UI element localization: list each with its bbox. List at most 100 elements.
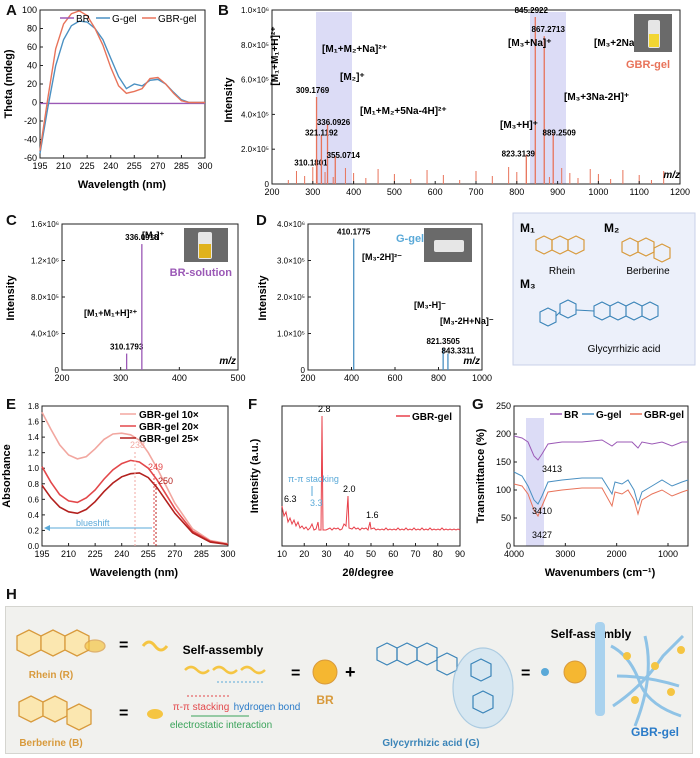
hydrogen-bond-legend: hydrogen bond bbox=[234, 702, 301, 713]
panel-f-chart: 10 20 30 40 50 60 70 80 90 2θ/degree Intensity (… bbox=[249, 404, 465, 579]
legend: GBR-gel 10× GBR-gel 20× GBR-gel 25× bbox=[120, 410, 199, 445]
peak-label-1-6: 1.6 bbox=[366, 510, 379, 520]
x-tick-label: 800 bbox=[431, 373, 446, 383]
axes-frame bbox=[513, 405, 689, 547]
y-tick-label: 150 bbox=[496, 457, 511, 467]
panel-label-h: H bbox=[6, 586, 17, 603]
annotation-m3-2hna: [M₃-2H+Na]⁻ bbox=[440, 316, 494, 326]
y-tick-label: 60 bbox=[27, 42, 37, 52]
fiber bbox=[595, 622, 605, 716]
y-axis-label: Intensity bbox=[5, 275, 17, 321]
panel-d-chart: 0 1.0×10⁵ 2.0×10⁵ 3.0×10⁵ 4.0×10⁶ 200 400 600 80… bbox=[257, 220, 494, 383]
x-tick-label: 3000 bbox=[555, 549, 575, 559]
x-tick-label: 270 bbox=[150, 161, 165, 171]
legend-label: G-gel bbox=[396, 233, 424, 245]
y-tick-label: 0.0 bbox=[28, 542, 40, 551]
x-tick-label: 270 bbox=[167, 549, 182, 559]
x-tick-label: 10 bbox=[277, 549, 287, 559]
rhein-structure bbox=[535, 235, 585, 255]
y-tick-label: 1.6 bbox=[28, 418, 40, 427]
pi-stacking-label: π-π stacking bbox=[288, 474, 339, 484]
legend-label: BR-solution bbox=[170, 267, 233, 279]
br-particle bbox=[312, 659, 338, 685]
legend-gbr-gel: GBR-gel bbox=[412, 412, 452, 423]
panel-label-b: B bbox=[218, 2, 229, 19]
label-m2: M₂ bbox=[604, 221, 619, 235]
y-axis-label: Intensity bbox=[257, 275, 269, 321]
annotation-m2: [M₂]⁺ bbox=[340, 72, 365, 83]
peak-label-3413: 3413 bbox=[542, 464, 562, 474]
y-tick-label: 6.0×10⁵ bbox=[241, 76, 269, 85]
x-tick-label: 400 bbox=[346, 187, 361, 197]
legend-g: G-gel bbox=[596, 410, 622, 421]
y-tick-label: -40 bbox=[24, 135, 37, 145]
peak-label: 410.1775 bbox=[337, 228, 371, 237]
vial-photo bbox=[634, 14, 672, 52]
x-tick-label: 195 bbox=[34, 549, 49, 559]
annotation-m1m1h: [M₁+M₁+H]²⁺ bbox=[270, 26, 281, 85]
x-axis-label: Wavelength (nm) bbox=[78, 179, 167, 191]
x-tick-label: 1100 bbox=[630, 187, 649, 197]
legend-20x: GBR-gel 20× bbox=[139, 422, 199, 433]
x-tick-label: 90 bbox=[455, 549, 465, 559]
gbr-particle bbox=[563, 660, 587, 684]
peak-label: 843.3311 bbox=[441, 347, 474, 356]
x-tick-label: 1200 bbox=[670, 187, 690, 197]
highlight-band-2 bbox=[530, 12, 566, 184]
g-glyph bbox=[541, 668, 549, 676]
y-tick-label: 4.0×10⁵ bbox=[31, 330, 59, 339]
x-axis-label: m/z bbox=[663, 170, 680, 181]
vial-photo bbox=[424, 228, 472, 262]
equals-3: = bbox=[291, 665, 300, 682]
y-tick-label: 0 bbox=[301, 366, 306, 375]
legend-10x: GBR-gel 10× bbox=[139, 410, 199, 421]
y-tick-label: 0 bbox=[265, 180, 270, 189]
glycyrrhizic-structure bbox=[539, 299, 659, 327]
label-m3: M₃ bbox=[520, 277, 536, 291]
x-tick-label: 1000 bbox=[588, 187, 608, 197]
panel-label-f: F bbox=[248, 396, 258, 413]
y-tick-label: 1.0 bbox=[28, 464, 40, 473]
x-tick-label: 500 bbox=[387, 187, 402, 197]
br-label: BR bbox=[316, 693, 334, 707]
y-tick-label: -60 bbox=[24, 153, 37, 163]
x-tick-label: 60 bbox=[388, 549, 398, 559]
x-tick-label: 255 bbox=[141, 549, 156, 559]
y-axis-label: Theta (mdeg) bbox=[3, 49, 15, 118]
y-tick-label: 1.6×10⁶ bbox=[31, 220, 59, 229]
peak-label: 321.1192 bbox=[305, 128, 338, 137]
x-tick-label: 50 bbox=[366, 549, 376, 559]
equals-2: = bbox=[119, 705, 128, 722]
x-tick-label: 300 bbox=[305, 187, 320, 197]
legend-25x: GBR-gel 25× bbox=[139, 434, 199, 445]
x-tick-label: 40 bbox=[344, 549, 354, 559]
x-tick-label: 300 bbox=[197, 161, 212, 171]
x-tick-label: 240 bbox=[103, 161, 118, 171]
legend: BR G-gel GBR-gel bbox=[60, 14, 196, 25]
legend-gbr: GBR-gel bbox=[644, 410, 684, 421]
structures-bg bbox=[512, 212, 696, 366]
y-tick-label: 1.2 bbox=[28, 449, 40, 458]
panel-label-d: D bbox=[256, 212, 267, 229]
ftir-gbr-gel bbox=[513, 483, 689, 518]
x-tick-label: 1000 bbox=[472, 373, 492, 383]
y-tick-label: 250 bbox=[496, 401, 511, 411]
y-tick-label: 50 bbox=[501, 513, 511, 523]
panel-g-chart: 0 50 100 150 200 250 4000 3000 2000 1000 Wavenumb… bbox=[475, 401, 689, 579]
y-tick-label: 0 bbox=[55, 366, 60, 375]
x-tick-label: 900 bbox=[550, 187, 565, 197]
peak-label-249: 249 bbox=[148, 462, 163, 472]
y-tick-label: 1.0×10⁵ bbox=[277, 330, 305, 339]
berberine-glyph bbox=[147, 709, 163, 719]
glycyrrhizic-name: Glycyrrhizic acid bbox=[588, 344, 661, 355]
x-tick-label: 300 bbox=[220, 549, 235, 559]
x-axis-label: Wavelength (nm) bbox=[90, 567, 179, 579]
y-tick-label: 1.8 bbox=[28, 402, 40, 411]
y-tick-label: 40 bbox=[27, 61, 37, 71]
equals-1: = bbox=[119, 637, 128, 654]
electrostatic-legend: electrostatic interaction bbox=[170, 720, 272, 731]
legend-gbr: GBR-gel bbox=[158, 14, 196, 25]
y-axis-label: Intensity bbox=[223, 77, 235, 123]
annotation-m1m2-5na: [M₁+M₂+5Na-4H]²⁺ bbox=[360, 106, 447, 117]
berberine-label: Berberine (B) bbox=[19, 738, 82, 749]
